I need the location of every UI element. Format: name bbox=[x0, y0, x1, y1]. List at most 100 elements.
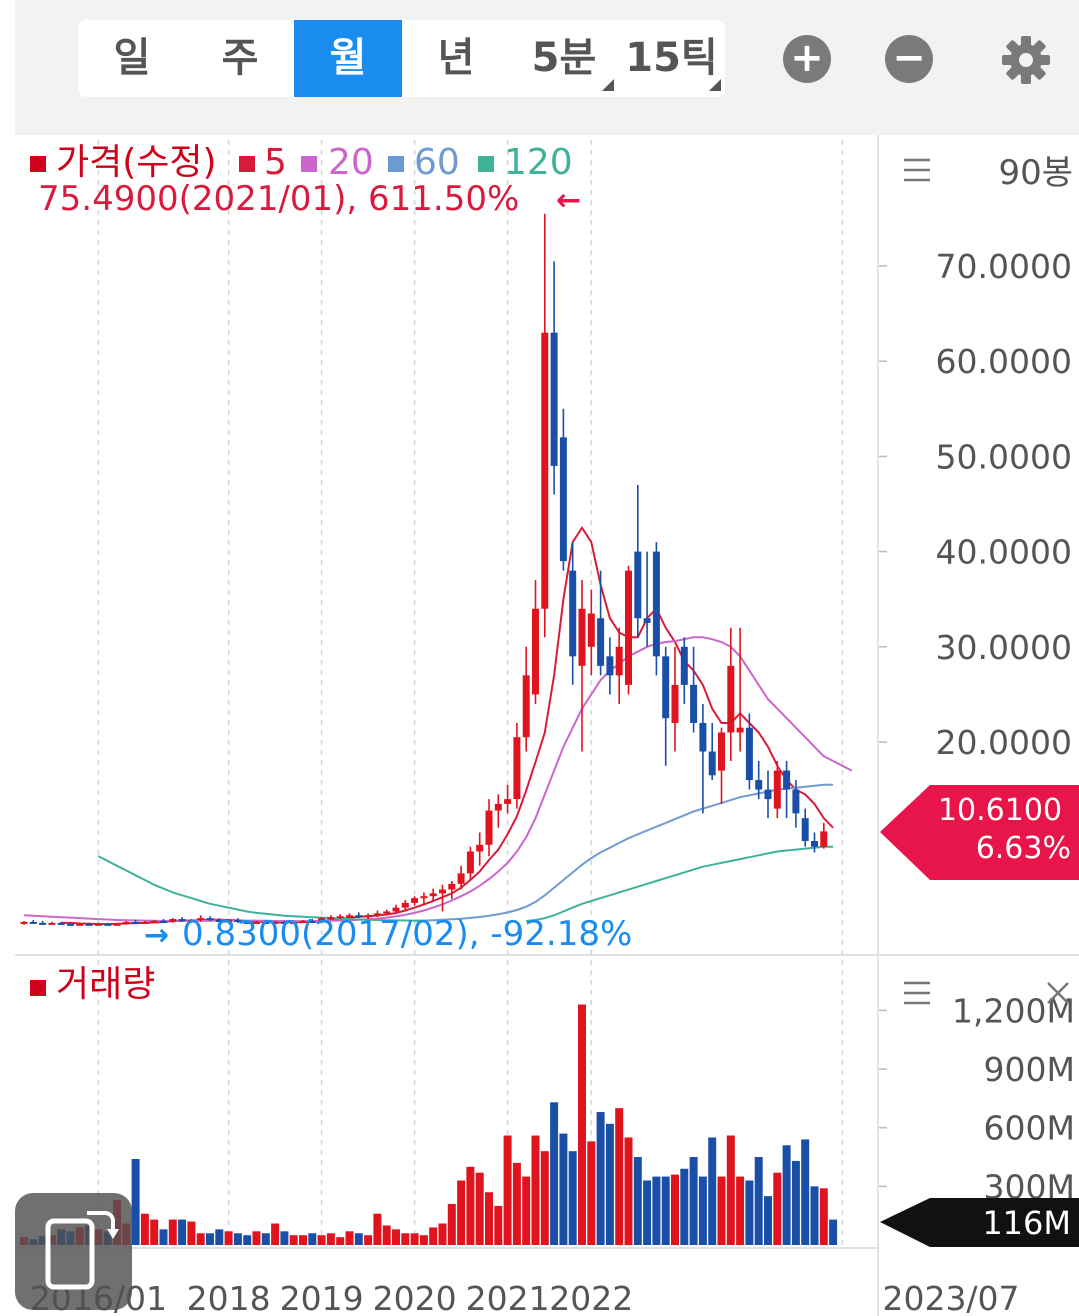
volume-bar bbox=[671, 1174, 679, 1245]
volume-bar bbox=[131, 1158, 140, 1245]
volume-bar bbox=[252, 1231, 261, 1245]
volume-bar bbox=[540, 1151, 549, 1245]
current-price: 10.6100 bbox=[938, 793, 1062, 828]
candle-body bbox=[336, 916, 344, 919]
right-arrow-icon: → bbox=[144, 918, 169, 953]
volume-menu-button[interactable] bbox=[904, 981, 930, 1005]
candle-body bbox=[94, 923, 102, 926]
zoom-out-button[interactable]: − bbox=[885, 35, 933, 83]
tab-year[interactable]: 년 bbox=[402, 20, 510, 97]
candle-body bbox=[76, 923, 84, 926]
volume-bar bbox=[168, 1219, 177, 1245]
volume-bar bbox=[438, 1223, 447, 1245]
rotate-screen-button[interactable] bbox=[15, 1193, 132, 1310]
candle-body bbox=[559, 437, 567, 562]
candle-body bbox=[457, 873, 465, 884]
price-menu-button[interactable] bbox=[904, 158, 930, 182]
tab-day[interactable]: 일 bbox=[78, 20, 186, 97]
volume-bar bbox=[447, 1203, 456, 1245]
candle-body bbox=[280, 921, 288, 924]
volume-bar bbox=[410, 1233, 419, 1245]
volume-bar bbox=[271, 1223, 280, 1245]
volume-bar bbox=[512, 1162, 521, 1245]
candle-body bbox=[783, 770, 791, 790]
candle-body bbox=[587, 613, 595, 647]
candle-body bbox=[643, 618, 651, 623]
candle-body bbox=[57, 922, 65, 925]
candle-body bbox=[318, 918, 326, 922]
tab-label: 15틱 bbox=[625, 35, 718, 81]
candle-body bbox=[85, 923, 93, 926]
candle-body bbox=[355, 915, 363, 918]
min-price-label: 0.8300(2017/02), -92.18% bbox=[182, 914, 632, 954]
settings-button[interactable] bbox=[1000, 34, 1052, 86]
volume-tick-label: 900M bbox=[984, 1050, 1075, 1089]
volume-bar bbox=[819, 1188, 828, 1245]
volume-bar bbox=[392, 1229, 400, 1245]
volume-layer bbox=[20, 1004, 838, 1245]
dropdown-corner-icon bbox=[602, 79, 614, 91]
volume-bar bbox=[419, 1235, 428, 1245]
candle-body bbox=[615, 646, 623, 676]
legend-swatch-ma120 bbox=[478, 156, 494, 172]
candle-body bbox=[532, 608, 539, 695]
volume-bar bbox=[317, 1235, 326, 1245]
volume-bar bbox=[522, 1176, 531, 1245]
candle-body bbox=[699, 722, 707, 752]
candle-body bbox=[215, 920, 223, 923]
candle-body bbox=[290, 921, 298, 924]
volume-bar bbox=[159, 1229, 168, 1245]
candle-body bbox=[122, 921, 130, 924]
volume-bar bbox=[261, 1233, 270, 1245]
hamburger-icon bbox=[904, 981, 930, 1005]
candle-body bbox=[299, 920, 307, 923]
volume-bar bbox=[717, 1176, 726, 1245]
tab-label: 년 bbox=[437, 35, 475, 81]
tab-month[interactable]: 월 bbox=[294, 20, 402, 97]
candle-body bbox=[439, 889, 446, 894]
candle-body bbox=[160, 920, 167, 923]
volume-bar bbox=[568, 1151, 577, 1245]
volume-close-button[interactable] bbox=[1047, 982, 1069, 1004]
legend-label-ma5: 5 bbox=[264, 142, 287, 183]
volume-bar bbox=[503, 1135, 512, 1245]
candle-body bbox=[550, 332, 558, 466]
volume-bar bbox=[373, 1213, 382, 1245]
volume-bar bbox=[354, 1233, 363, 1245]
volume-bar bbox=[233, 1233, 242, 1245]
candle-body bbox=[178, 919, 186, 922]
volume-bar bbox=[633, 1157, 642, 1245]
volume-bar bbox=[150, 1219, 159, 1245]
tab-15tick-dropdown[interactable]: 15틱 bbox=[618, 20, 725, 97]
candle-body bbox=[680, 646, 688, 685]
candle-body bbox=[476, 844, 484, 852]
candle-body bbox=[811, 841, 818, 847]
candle-body bbox=[755, 780, 763, 790]
legend-swatch-ma5 bbox=[239, 156, 255, 172]
candle-body bbox=[364, 915, 372, 918]
candle-body bbox=[504, 799, 512, 804]
volume-bar bbox=[754, 1157, 763, 1245]
tab-week[interactable]: 주 bbox=[186, 20, 294, 97]
volume-bar bbox=[140, 1213, 149, 1245]
x-tick-label: 2022 bbox=[549, 1279, 633, 1316]
candle-body bbox=[234, 920, 242, 923]
candle-body bbox=[625, 570, 632, 685]
candle-body bbox=[48, 922, 56, 925]
candle-body bbox=[773, 770, 781, 809]
x-tick-label: 2018 bbox=[187, 1279, 271, 1316]
volume-bar bbox=[550, 1102, 559, 1245]
volume-bar bbox=[615, 1108, 624, 1245]
candle-body bbox=[429, 893, 437, 897]
volume-bar bbox=[531, 1135, 540, 1245]
tab-5min-dropdown[interactable]: 5분 bbox=[510, 20, 618, 97]
volume-bar bbox=[801, 1139, 810, 1245]
volume-bar bbox=[308, 1233, 317, 1245]
candle-body bbox=[541, 332, 549, 609]
candle-body bbox=[569, 570, 577, 657]
candle-body bbox=[383, 911, 391, 914]
close-icon bbox=[1047, 982, 1069, 1004]
volume-bar bbox=[196, 1233, 205, 1245]
zoom-in-button[interactable]: + bbox=[783, 35, 831, 83]
price-axis: 20.0000 30.0000 40.0000 50.0000 60.0000 70.00… bbox=[879, 247, 1072, 762]
